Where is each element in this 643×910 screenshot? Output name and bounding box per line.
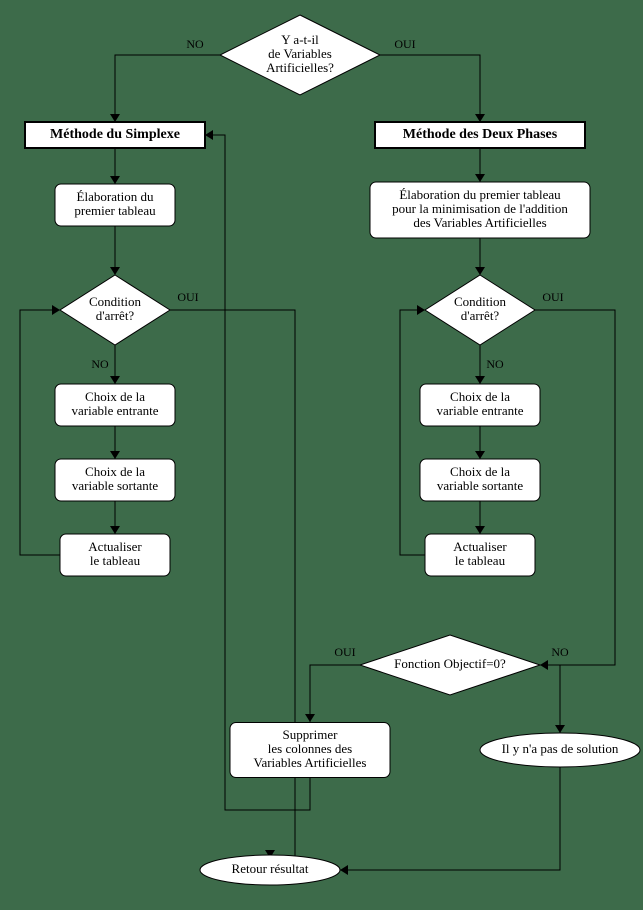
- svg-text:le tableau: le tableau: [455, 553, 506, 568]
- svg-text:variable entrante: variable entrante: [72, 403, 159, 418]
- svg-text:OUI: OUI: [334, 645, 355, 659]
- svg-text:Choix de la: Choix de la: [85, 464, 145, 479]
- svg-text:variable sortante: variable sortante: [437, 478, 523, 493]
- svg-text:d'arrêt?: d'arrêt?: [96, 308, 135, 323]
- svg-text:Méthode du Simplexe: Méthode du Simplexe: [50, 127, 180, 142]
- svg-text:les colonnes des: les colonnes des: [268, 741, 352, 756]
- svg-text:NO: NO: [486, 357, 504, 371]
- svg-text:Variables Artificielles: Variables Artificielles: [254, 755, 367, 770]
- svg-text:des Variables Artificielles: des Variables Artificielles: [413, 215, 546, 230]
- svg-text:NO: NO: [91, 357, 109, 371]
- svg-text:Choix de la: Choix de la: [450, 389, 510, 404]
- svg-text:Retour résultat: Retour résultat: [232, 861, 309, 876]
- svg-text:Condition: Condition: [89, 294, 142, 309]
- svg-text:variable entrante: variable entrante: [437, 403, 524, 418]
- svg-text:le tableau: le tableau: [90, 553, 141, 568]
- svg-text:premier tableau: premier tableau: [74, 203, 156, 218]
- svg-text:Élaboration du premier tableau: Élaboration du premier tableau: [399, 187, 561, 202]
- svg-text:Actualiser: Actualiser: [453, 539, 507, 554]
- svg-text:Fonction Objectif=0?: Fonction Objectif=0?: [394, 656, 506, 671]
- svg-text:Choix de la: Choix de la: [85, 389, 145, 404]
- svg-text:Y a-t-il: Y a-t-il: [281, 32, 319, 47]
- svg-text:Supprimer: Supprimer: [283, 727, 339, 742]
- svg-text:Actualiser: Actualiser: [88, 539, 142, 554]
- svg-text:pour la minimisation de l'addi: pour la minimisation de l'addition: [392, 201, 568, 216]
- svg-text:Élaboration du: Élaboration du: [77, 189, 154, 204]
- svg-text:NO: NO: [551, 645, 569, 659]
- svg-text:NO: NO: [186, 37, 204, 51]
- svg-text:Artificielles?: Artificielles?: [266, 60, 334, 75]
- svg-text:OUI: OUI: [177, 290, 198, 304]
- svg-text:OUI: OUI: [394, 37, 415, 51]
- svg-text:Choix de la: Choix de la: [450, 464, 510, 479]
- svg-text:OUI: OUI: [542, 290, 563, 304]
- svg-text:d'arrêt?: d'arrêt?: [461, 308, 500, 323]
- svg-text:Condition: Condition: [454, 294, 507, 309]
- svg-text:Il y n'a pas de solution: Il y n'a pas de solution: [502, 741, 619, 756]
- svg-text:de Variables: de Variables: [268, 46, 332, 61]
- svg-text:variable sortante: variable sortante: [72, 478, 158, 493]
- svg-text:Méthode des Deux Phases: Méthode des Deux Phases: [403, 127, 558, 142]
